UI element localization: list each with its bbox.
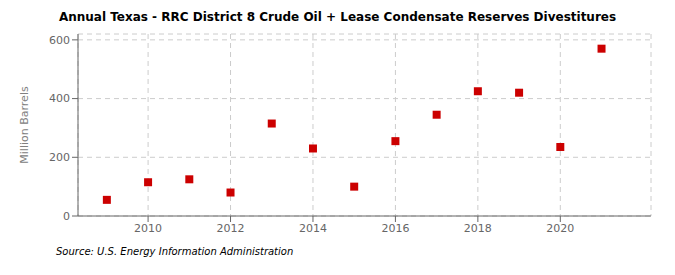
svg-text:2018: 2018 — [464, 222, 492, 235]
svg-text:600: 600 — [49, 34, 70, 47]
svg-text:2020: 2020 — [546, 222, 574, 235]
svg-text:2012: 2012 — [217, 222, 245, 235]
html-text:Annual Texas - RRC District 8: Annual Texas - RRC District 8 Crude Oil … — [58, 10, 617, 24]
svg-text:400: 400 — [49, 92, 70, 105]
svg-text:0: 0 — [63, 210, 70, 223]
svg-text:2016: 2016 — [381, 222, 409, 235]
svg-text:200: 200 — [49, 151, 70, 164]
html-text:Source: U.S. Energy Informatio: Source: U.S. Energy Information Administ… — [56, 246, 294, 257]
svg-text:2014: 2014 — [299, 222, 327, 235]
svg-text:2010: 2010 — [134, 222, 162, 235]
svg-text:Million Barrels: Million Barrels — [18, 86, 31, 164]
